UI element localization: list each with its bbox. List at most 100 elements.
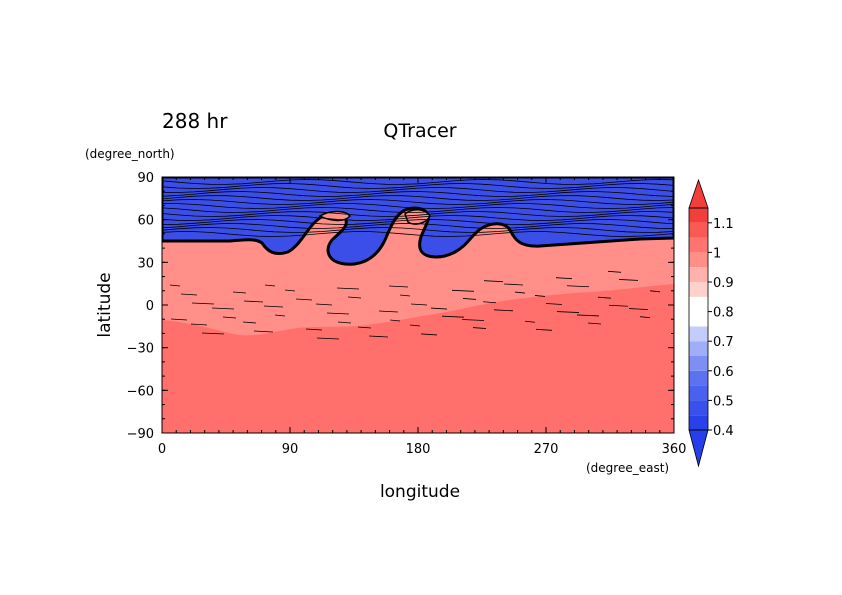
colorbar-bin (689, 237, 708, 253)
contour-segment (410, 303, 428, 306)
contour-segment (316, 337, 340, 340)
contour-segment (274, 314, 286, 317)
contour-segment (430, 307, 448, 310)
contour-line (162, 187, 674, 193)
x-unit-label: (degree_east) (586, 461, 669, 475)
contour-segment (409, 324, 421, 327)
contour-segment (628, 308, 649, 310)
colorbar-tick-label: 0.5 (713, 394, 734, 409)
chart-title: QTracer (383, 120, 456, 142)
contour-line (162, 231, 674, 237)
contour-segment (545, 303, 563, 305)
time-label: 288 hr (162, 109, 228, 133)
contour-segment (399, 294, 411, 297)
contour-segment (514, 291, 526, 294)
contour-segment (357, 326, 372, 329)
x-tick-label: 270 (534, 442, 559, 457)
contour-segment (347, 296, 362, 299)
colorbar-bin (689, 356, 708, 371)
contour-segment (315, 303, 333, 306)
colorbar-bin (689, 415, 708, 430)
contour-segment (263, 305, 284, 308)
contour-segment (618, 279, 639, 281)
contour-line (162, 211, 674, 217)
colorbar-tick-label: 0.6 (713, 365, 734, 380)
contour-line (162, 219, 674, 225)
contour-segment (566, 285, 590, 288)
plot-area: 0 90 180 270 360 90 60 30 0 −30 −60 −90 (127, 171, 687, 457)
contour-line (162, 203, 674, 209)
contour-segment (169, 284, 181, 287)
contour-segment (242, 321, 257, 324)
contour-segment (461, 319, 485, 321)
contour-segment (243, 300, 264, 303)
colorbar-tick-label: 0.8 (713, 306, 734, 321)
contour-segment (534, 295, 546, 297)
x-tick-label: 180 (406, 442, 431, 457)
contour-segment (232, 291, 247, 294)
contour-segment (388, 285, 409, 288)
contour-segment (264, 284, 276, 287)
x-tick-label: 360 (662, 442, 687, 457)
contour-segment (451, 289, 475, 292)
y-axis-label: latitude (95, 272, 115, 337)
contour-segment (493, 309, 514, 312)
colorbar-bin (689, 282, 708, 297)
colorbar-tick-label: 1.1 (713, 217, 734, 232)
colorbar-bin (689, 370, 708, 386)
contour-segment (191, 302, 215, 305)
contour-segment (483, 280, 504, 283)
colorbar-bin (689, 208, 708, 223)
colorbar-min-extension (688, 429, 709, 468)
contour-line (162, 207, 674, 213)
contour-segment (597, 296, 612, 299)
x-axis-ticks: 0 90 180 270 360 (158, 177, 687, 457)
x-tick-label: 90 (282, 442, 299, 457)
contour-segment (201, 332, 225, 335)
contour-segment (211, 307, 235, 310)
y-unit-label: (degree_north) (85, 147, 175, 161)
contour-segment (556, 311, 580, 313)
contour-segment (337, 321, 352, 324)
contour-segment (608, 304, 629, 307)
contour-lines (162, 179, 674, 340)
contour-segment (368, 335, 389, 338)
contour-segment (420, 333, 438, 336)
contour-line (162, 183, 674, 189)
contour-segment (503, 283, 524, 286)
y-tick-label: 60 (137, 214, 154, 229)
colorbar-max-extension (688, 178, 709, 209)
colorbar-tick-label: 0.4 (713, 424, 734, 439)
colorbar-bin (689, 296, 708, 312)
contour-segment (180, 293, 198, 296)
y-tick-label: 0 (146, 299, 154, 314)
colorbar-tick-label: 1 (713, 246, 721, 261)
colorbar-bin (689, 341, 708, 356)
colorbar-tick-label: 0.9 (713, 276, 734, 291)
contour-segment (587, 322, 602, 325)
contour-segment (190, 323, 208, 326)
contour-segment (378, 310, 399, 313)
contour-segment (336, 287, 360, 290)
y-tick-label: −60 (127, 384, 154, 399)
contour-segment (326, 312, 350, 315)
y-tick-label: −30 (127, 342, 154, 357)
contour-segment (441, 315, 465, 318)
contour-line (162, 215, 674, 221)
y-tick-label: 90 (137, 171, 154, 186)
contour-segment (649, 290, 661, 293)
contour-line (162, 195, 674, 201)
contour-segment (295, 298, 313, 301)
contour-line (162, 179, 674, 185)
x-axis-label: longitude (380, 482, 460, 502)
contour-segment (482, 301, 497, 304)
colorbar-bin (689, 400, 708, 416)
contour-segment (535, 328, 553, 331)
contour-segment (462, 298, 477, 300)
contour-segment (576, 314, 600, 317)
colorbar-tick-label: 0.7 (713, 335, 734, 350)
colorbar-bin (689, 326, 708, 342)
contour-segment (472, 327, 487, 329)
y-tick-label: 30 (137, 256, 154, 271)
